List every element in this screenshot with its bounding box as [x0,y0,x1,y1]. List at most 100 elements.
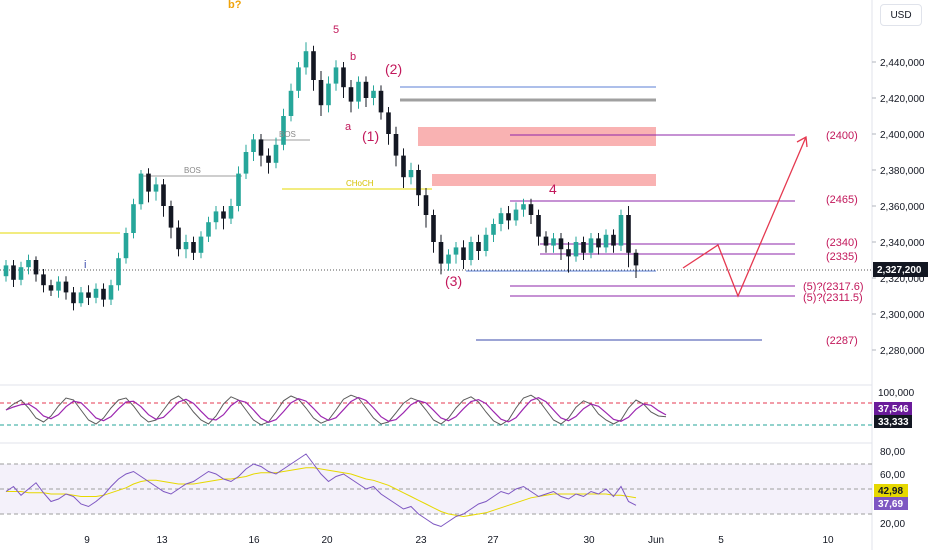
rsi-ma-value: 42,98 [878,486,903,497]
wave-label-4: 4 [549,181,557,197]
candle-body [303,51,309,68]
current-price-tag [873,262,928,277]
target-level-label: (2287) [826,335,858,347]
candle-body [176,227,181,250]
candle-body [168,206,174,228]
candle-body [371,90,376,98]
wave-label-b: b [350,51,356,63]
target-level-label: (2335) [826,251,858,263]
target-level-label: (2465) [826,194,858,206]
candle-body [116,258,121,286]
bos-label-2: BOS [279,130,296,139]
rsi-tick-20: 20,00 [880,519,905,530]
stoch-k-line [5,394,667,426]
candle-body [581,242,586,253]
candle-body [603,234,609,248]
candle-body [528,204,534,215]
x-tick-label: 23 [415,535,427,546]
candle-body [93,288,99,298]
candle-body [566,249,571,257]
candle-body [378,90,384,113]
candle-body [363,81,369,98]
candle-body [191,242,196,253]
top-label: b? [228,0,242,11]
candle-body [153,184,159,192]
candle-body [161,184,166,206]
price-axis[interactable]: 2,440,000 2,420,000 2,400,000 2,380,000 2,36… [872,58,925,357]
candle-body [123,233,129,259]
candle-body [356,81,361,102]
candle-body [333,67,339,84]
candle-body [558,238,564,250]
x-tick-label: 16 [248,535,260,546]
stoch-k-value: 37,546 [878,404,909,415]
candle-body [416,170,421,196]
y-tick-label: 2,440,000 [880,58,925,69]
rsi-ma-line [6,467,637,518]
rsi-tick-80: 80,00 [880,447,905,458]
candle-body [146,173,151,192]
supply-zone-lower [432,174,656,186]
candle-body [423,195,429,215]
time-axis[interactable]: 9 13 16 20 23 27 30 Jun 5 10 [84,535,834,546]
target-level-label: (2400) [826,130,858,142]
candle-body [3,265,9,277]
supply-zone-upper [418,127,656,146]
stoch-tick-100: 100,000 [878,388,915,399]
stoch-d-value: 33,333 [878,417,909,428]
candle-body [431,215,436,242]
candle-body [461,247,466,260]
candle-body [506,213,511,221]
candle-body [18,267,24,280]
candle-body [393,134,399,156]
rsi-tick-60: 60,00 [880,470,905,481]
candle-body [108,285,114,300]
candle-body [228,206,234,219]
candle-body [101,288,106,300]
candle-body [453,247,459,255]
candle-body [573,242,579,257]
candle-body [273,144,279,163]
price-pane [0,0,872,383]
bos-label-1: BOS [184,166,201,175]
candle-body [468,242,474,260]
rsi-tag [874,497,908,510]
candle-body [341,67,346,88]
candle-body [131,204,136,233]
wave-label-5: 5 [333,24,339,36]
candle-body [551,238,556,246]
wave-label-3: (3) [445,273,462,289]
candle-body [213,211,219,223]
currency-button[interactable]: USD [880,4,922,26]
choch-label: CHoCH [346,179,374,188]
candle-body [71,292,76,304]
projection-arrowhead [796,135,808,148]
y-tick-label: 2,420,000 [880,94,925,105]
x-tick-label: 10 [822,535,834,546]
candle-body [386,112,391,134]
stoch-d-tag [874,415,912,428]
candles [3,42,639,311]
candle-body [243,152,249,174]
x-tick-label: 13 [156,535,168,546]
candle-body [33,260,39,275]
x-tick-label: 20 [321,535,333,546]
x-tick-label: 30 [583,535,595,546]
candle-body [11,265,16,280]
target-levels: (2400) (2465) (2340) (2335) (5)?(2317.6)(5)?… [476,130,864,347]
y-tick-label: 2,380,000 [880,166,925,177]
x-tick-label: 27 [487,535,499,546]
candle-body [26,260,31,268]
projection-path [682,136,807,298]
current-price-value: 2,327,200 [877,265,922,276]
x-tick-label: Jun [648,535,664,546]
wave-label-1: (1) [362,128,379,144]
candle-body [588,238,594,253]
candle-body [236,173,241,206]
candle-body [251,139,256,152]
candle-body [401,155,406,178]
candle-body [521,204,526,210]
y-tick-label: 2,400,000 [880,130,925,141]
target-level-label: (5)?(2311.5) [803,292,863,304]
